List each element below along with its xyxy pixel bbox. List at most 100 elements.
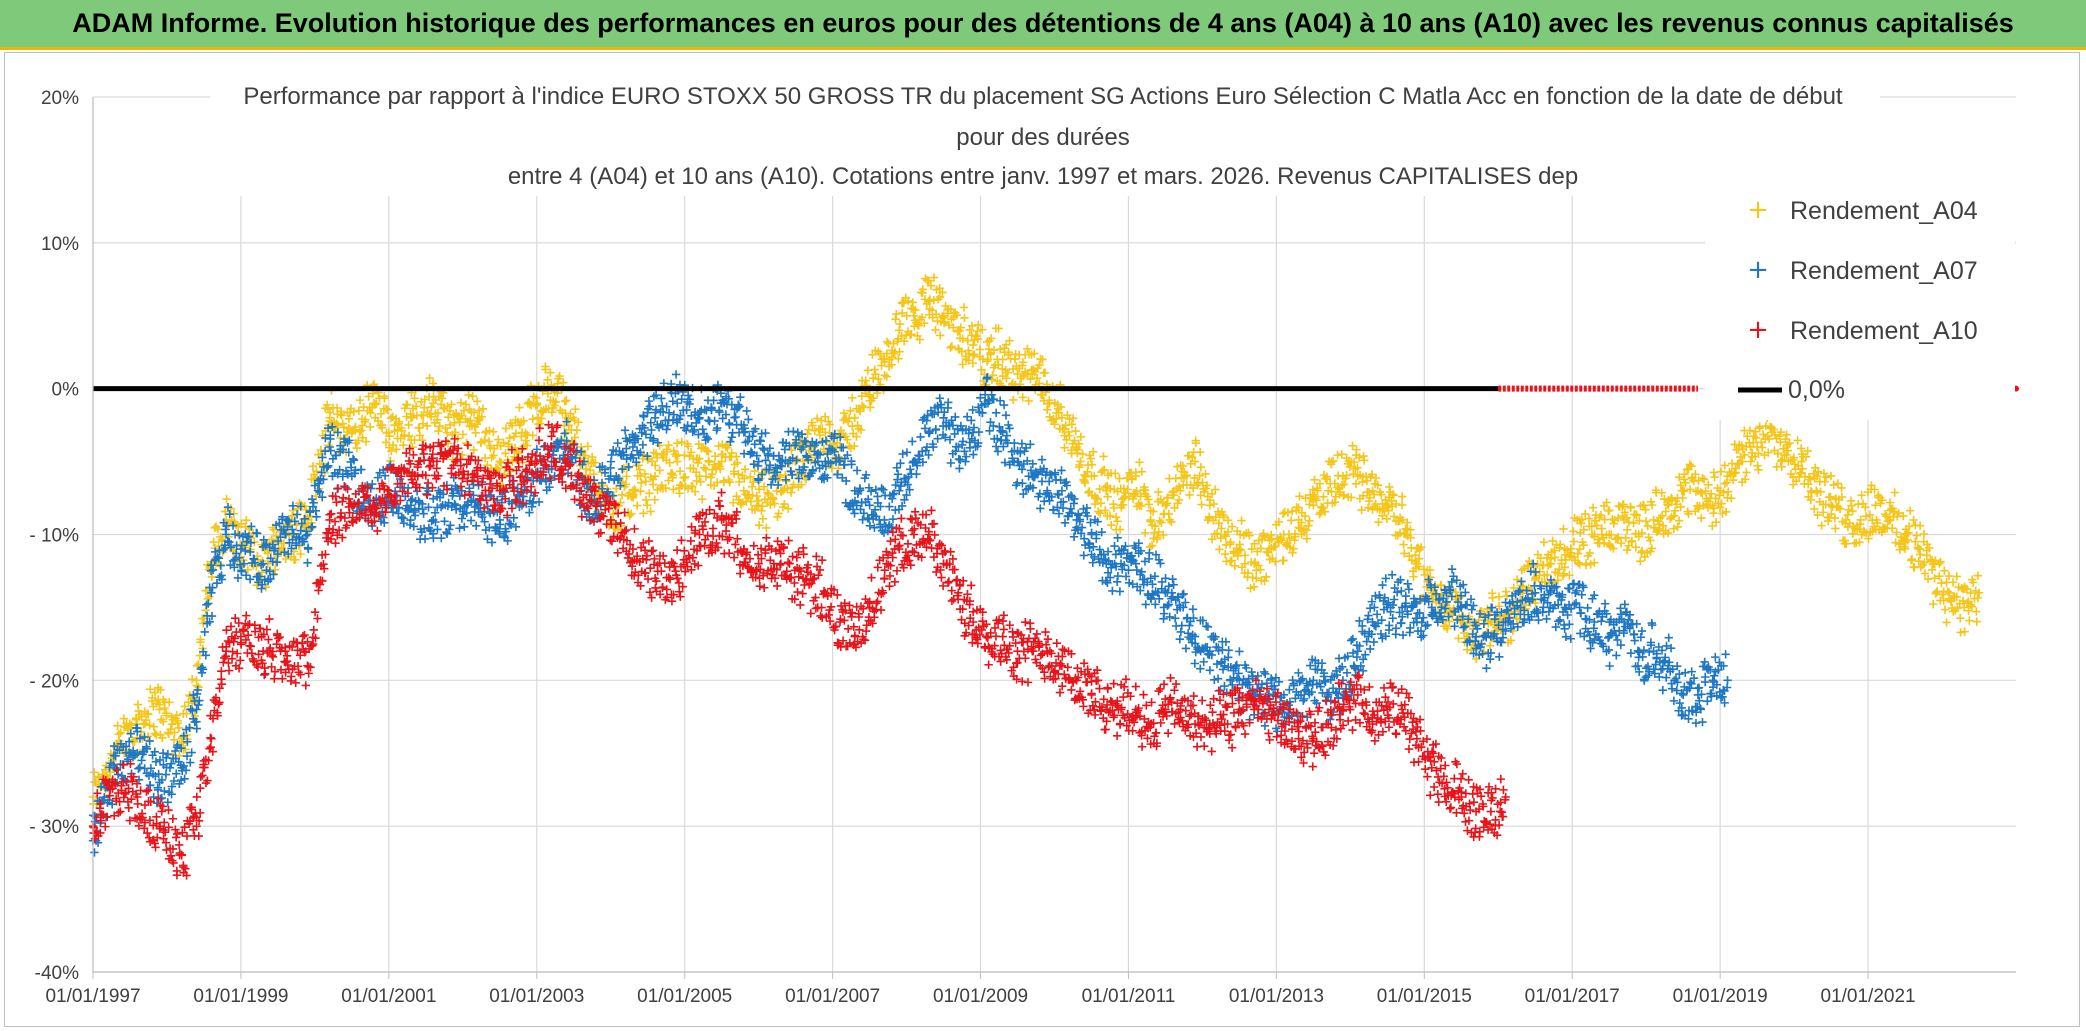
- rendement-a04-point: [361, 437, 371, 446]
- rendement-a04-point: [704, 447, 713, 456]
- rendement-a04-point: [988, 371, 998, 380]
- rendement-a07-point: [1647, 620, 1657, 630]
- rendement-a04-point: [145, 721, 154, 730]
- rendement-a04-point: [662, 447, 672, 456]
- rendement-a04-point: [1406, 525, 1415, 535]
- rendement-a10-point: [265, 614, 274, 624]
- rendement-a04-point: [695, 454, 704, 463]
- rendement-a04-point: [1099, 452, 1108, 461]
- rendement-a07-point: [1168, 574, 1177, 584]
- rendement-a04-point: [373, 416, 383, 426]
- rendement-a04-point: [924, 276, 933, 285]
- rendement-a04-point: [625, 511, 634, 520]
- rendement-a04-point: [1186, 459, 1195, 469]
- rendement-a04-point: [324, 441, 333, 450]
- rendement-a04-point: [519, 416, 528, 425]
- rendement-a04-point: [1930, 574, 1939, 583]
- rendement-a04-point: [1915, 521, 1925, 530]
- rendement-a04-point: [1157, 518, 1166, 527]
- rendement-a04-point: [1831, 524, 1840, 533]
- rendement-a04-point: [1030, 349, 1039, 358]
- rendement-a04-point: [1542, 570, 1552, 580]
- rendement-a04-point: [740, 474, 749, 483]
- rendement-a04-point: [668, 470, 678, 480]
- rendement-a04-point: [1972, 607, 1981, 616]
- rendement-a04-point: [1100, 506, 1110, 515]
- rendement-a04-point: [669, 485, 678, 494]
- rendement-a04-point: [1196, 491, 1205, 500]
- rendement-a04-point: [797, 480, 806, 489]
- rendement-a04-point: [1559, 569, 1569, 578]
- rendement-a07-point: [967, 416, 976, 425]
- rendement-a04-point: [928, 306, 937, 315]
- rendement-a04-point: [975, 345, 985, 354]
- rendement-a07-point: [1710, 671, 1719, 680]
- rendement-a04-point: [1339, 480, 1349, 489]
- rendement-a04-point: [477, 412, 486, 421]
- rendement-a04-point: [388, 440, 398, 450]
- rendement-a07-point: [1190, 659, 1200, 668]
- rendement-a04-point: [1641, 517, 1651, 526]
- rendement-a04-point: [1349, 469, 1358, 479]
- rendement-a04-point: [646, 507, 655, 516]
- rendement-a04-point: [1586, 560, 1595, 569]
- rendement-a04-point: [1005, 336, 1014, 345]
- rendement-a07-point: [1036, 504, 1045, 513]
- rendement-a04-point: [1089, 447, 1098, 456]
- rendement-a04-point: [1384, 506, 1393, 515]
- rendement-a04-point: [419, 403, 429, 412]
- rendement-a04-point: [1287, 516, 1296, 525]
- rendement-a04-point: [1256, 565, 1265, 574]
- rendement-a04-point: [1260, 576, 1269, 586]
- rendement-a04-point: [911, 305, 920, 315]
- rendement-a04-point: [692, 476, 701, 486]
- rendement-a07-point: [1213, 674, 1223, 683]
- rendement-a04-point: [1230, 561, 1240, 571]
- rendement-a04-point: [1254, 561, 1263, 570]
- rendement-a04-point: [894, 354, 903, 363]
- rendement-a04-point: [1225, 557, 1235, 566]
- rendement-a04-point: [1050, 420, 1059, 429]
- rendement-a04-point: [410, 394, 419, 403]
- rendement-a04-point: [758, 502, 767, 511]
- rendement-a04-point: [182, 709, 191, 718]
- rendement-a04-point: [1024, 396, 1033, 406]
- rendement-a04-point: [702, 446, 711, 455]
- rendement-a07-point: [252, 529, 262, 538]
- rendement-a07-point: [1337, 662, 1347, 672]
- rendement-a04-point: [1647, 500, 1657, 510]
- rendement-a04-point: [899, 337, 909, 346]
- rendement-a04-point: [734, 470, 743, 479]
- rendement-a07-point: [1362, 637, 1371, 646]
- rendement-a04-point: [587, 452, 597, 462]
- rendement-a04-point: [1294, 503, 1303, 512]
- rendement-a04-point: [146, 685, 155, 694]
- rendement-a04-point: [1669, 511, 1679, 520]
- rendement-a04-point: [187, 674, 197, 684]
- rendement-a04-point: [1660, 494, 1669, 504]
- rendement-a04-point: [390, 420, 399, 430]
- rendement-a04-point: [1720, 461, 1729, 470]
- rendement-a04-point: [1285, 533, 1294, 543]
- rendement-a04-point: [1594, 535, 1603, 544]
- rendement-a04-point: [1753, 461, 1762, 470]
- rendement-a04-point: [1119, 484, 1128, 493]
- rendement-a04-point: [1371, 473, 1381, 483]
- rendement-a04-point: [1697, 513, 1706, 523]
- rendement-a04-point: [1207, 535, 1217, 544]
- rendement-a04-point: [221, 507, 230, 516]
- rendement-a07-point: [1597, 616, 1606, 626]
- rendement-a04-point: [1100, 465, 1109, 475]
- rendement-a04-point: [1220, 549, 1230, 559]
- rendement-a04-point: [215, 560, 224, 569]
- rendement-a04-point: [1817, 521, 1826, 530]
- rendement-a04-point: [688, 482, 697, 491]
- rendement-a04-point: [1190, 473, 1199, 483]
- rendement-a04-point: [1740, 475, 1750, 484]
- rendement-a04-point: [1596, 511, 1606, 520]
- rendement-a04-point: [970, 350, 979, 359]
- rendement-a04-point: [376, 409, 386, 419]
- rendement-a07-point: [466, 516, 476, 525]
- rendement-a04-point: [1003, 368, 1013, 377]
